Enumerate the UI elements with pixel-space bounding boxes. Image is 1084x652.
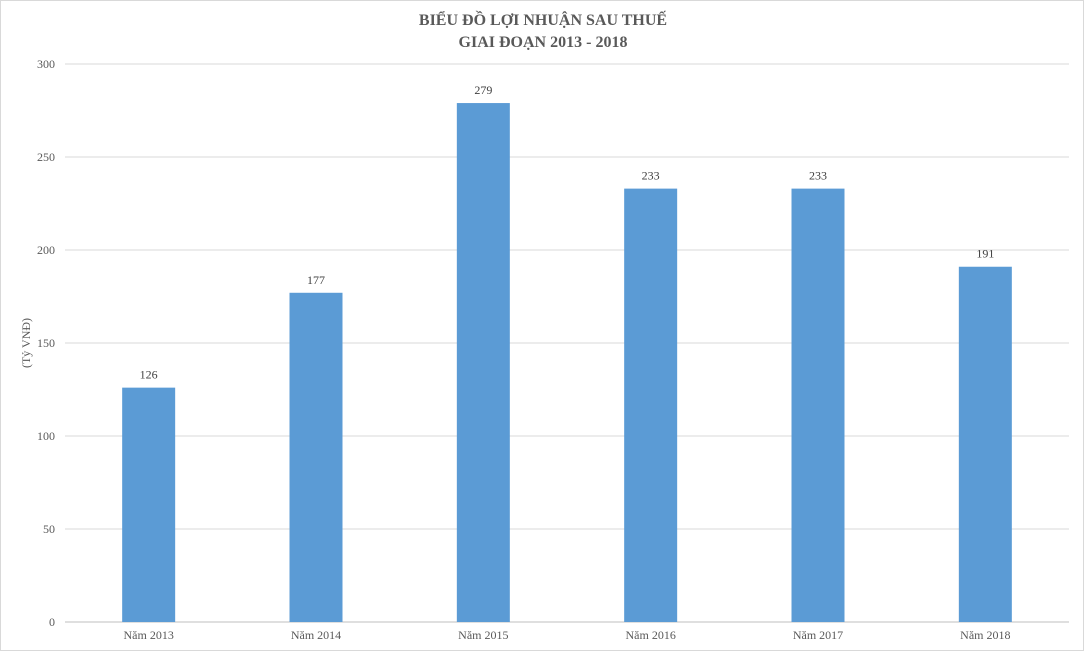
x-tick-label: Năm 2018 [960,628,1010,642]
bar [791,188,845,622]
x-tick-label: Năm 2017 [793,628,843,642]
y-tick-label: 200 [37,243,55,257]
data-label: 191 [976,247,994,261]
chart-title: BIỂU ĐỒ LỢI NHUẬN SAU THUẾ [419,9,667,29]
data-label: 233 [809,169,827,183]
y-tick-label: 100 [37,429,55,443]
data-label: 177 [307,273,325,287]
x-tick-label: Năm 2013 [124,628,174,642]
x-tick-label: Năm 2015 [458,628,508,642]
bar [624,188,678,622]
bar [958,266,1012,622]
bar [289,292,343,622]
data-label: 126 [140,368,158,382]
data-label: 233 [642,169,660,183]
chart-subtitle: GIAI ĐOẠN 2013 - 2018 [459,34,628,51]
x-tick-label: Năm 2016 [626,628,676,642]
bar [456,103,510,622]
y-tick-label: 250 [37,150,55,164]
data-label: 279 [474,83,492,97]
x-tick-label: Năm 2014 [291,628,341,642]
y-tick-label: 0 [49,615,55,629]
bar [122,387,176,622]
y-tick-label: 50 [43,522,55,536]
y-axis-label: (Tỷ VNĐ) [19,318,33,368]
y-tick-label: 300 [37,57,55,71]
y-tick-label: 150 [37,336,55,350]
